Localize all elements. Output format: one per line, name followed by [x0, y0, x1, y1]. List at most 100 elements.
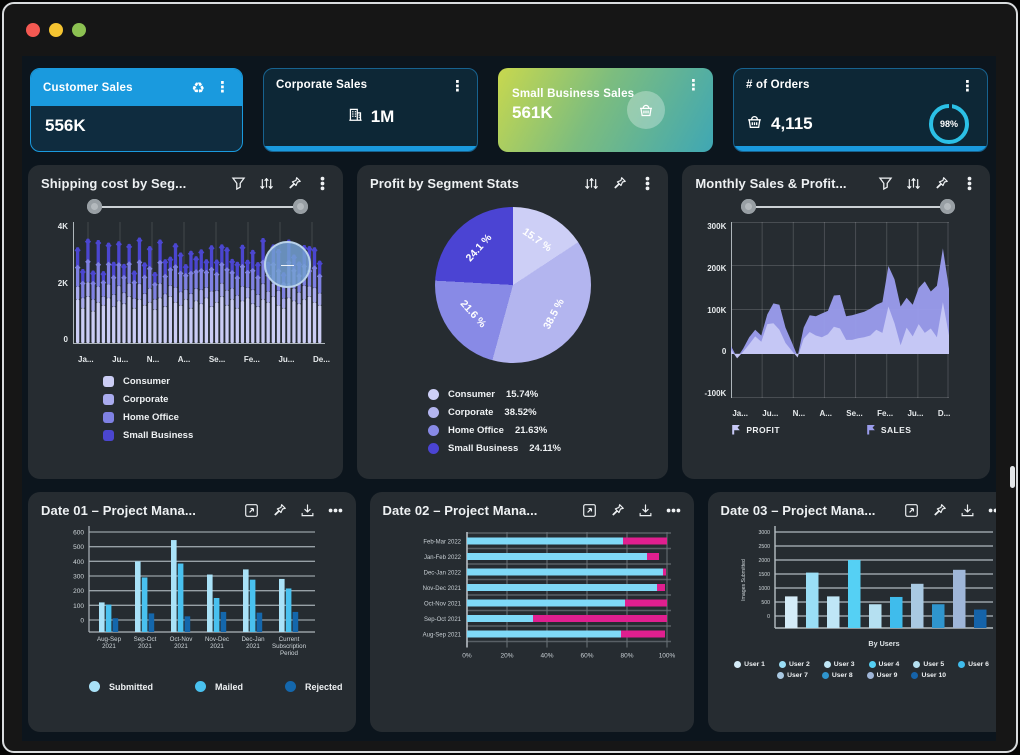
pin-icon[interactable]	[272, 503, 287, 518]
legend-label: Home Office	[123, 412, 179, 423]
kebab-menu-button[interactable]: ⋮	[450, 78, 465, 95]
expand-icon[interactable]	[904, 503, 919, 518]
panel-date02: Date 02 – Project Mana... Feb-Mar 2022 Ja…	[369, 492, 694, 732]
legend-item[interactable]: Consumer 15.74%	[428, 389, 655, 400]
sliders-icon[interactable]	[584, 176, 599, 191]
svg-text:0: 0	[80, 618, 84, 625]
ellipsis-icon[interactable]	[328, 503, 343, 518]
legend-item[interactable]: Corporate 38.52%	[428, 407, 655, 418]
range-handle-left[interactable]	[87, 199, 102, 214]
legend-swatch	[777, 672, 785, 679]
legend-item[interactable]: User 10	[911, 672, 946, 679]
download-icon[interactable]	[960, 503, 975, 518]
legend-item[interactable]: User 5	[913, 661, 944, 668]
legend-item[interactable]: Rejected	[285, 681, 343, 692]
legend-item[interactable]: Mailed	[195, 681, 243, 692]
expand-icon[interactable]	[244, 503, 259, 518]
panel-title: Monthly Sales & Profit...	[695, 176, 847, 191]
filter-icon[interactable]	[878, 176, 893, 191]
legend-item[interactable]: Consumer	[103, 376, 330, 387]
card-value: 556K	[45, 116, 86, 135]
x-tick: Fe...	[877, 409, 894, 418]
svg-text:Images Submitted: Images Submitted	[741, 559, 747, 601]
kebab-icon[interactable]	[315, 176, 330, 191]
pin-icon[interactable]	[612, 176, 627, 191]
kebab-menu-button[interactable]: ⋮	[960, 78, 975, 95]
date02-chart[interactable]: Feb-Mar 2022 Jan-Feb 2022 Dec-Jan 2022 Nov-…	[393, 532, 681, 675]
legend-swatch	[428, 407, 439, 418]
x-tick: Ju...	[907, 409, 924, 418]
legend-swatch	[103, 430, 114, 441]
card-value: 1M	[370, 106, 395, 126]
close-window-button[interactable]	[26, 23, 40, 37]
ellipsis-icon[interactable]	[666, 503, 681, 518]
recycle-icon: ♻	[191, 79, 205, 97]
profit-pie-chart[interactable]	[434, 207, 591, 363]
kebab-icon[interactable]	[962, 176, 977, 191]
card-title: Small Business Sales	[512, 88, 635, 100]
range-handle-right[interactable]	[939, 199, 955, 214]
kebab-menu-button[interactable]: ⋮	[215, 79, 230, 96]
svg-text:100: 100	[73, 603, 84, 610]
expand-icon[interactable]	[582, 503, 597, 518]
monthly-sales-profit-chart[interactable]	[730, 222, 950, 403]
kebab-menu-button[interactable]: ⋮	[686, 77, 701, 94]
range-slider	[741, 199, 955, 214]
pin-icon[interactable]	[287, 176, 302, 191]
legend-item[interactable]: Small Business	[103, 430, 330, 441]
panel-title: Shipping cost by Seg...	[41, 176, 187, 191]
pin-icon[interactable]	[610, 503, 625, 518]
card-title: # of Orders	[746, 79, 810, 91]
pin-icon[interactable]	[932, 503, 947, 518]
zoom-out-button[interactable]: —	[264, 241, 311, 288]
pie-area: 15.7 % 38.5 % 21.6 % 24.1 %	[434, 207, 591, 363]
kebab-icon[interactable]	[640, 176, 655, 191]
legend-swatch	[428, 425, 439, 436]
shipping-cost-chart[interactable]	[73, 222, 325, 349]
legend-label: Rejected	[305, 681, 343, 692]
y-tick: 4K	[57, 222, 68, 231]
ellipsis-icon[interactable]	[988, 503, 996, 518]
svg-text:1500: 1500	[758, 572, 770, 578]
date01-chart[interactable]: 0 100 200 300 400 500 600 Aug-Sep 2021 Sep-Oct 202…	[55, 524, 343, 677]
filter-icon[interactable]	[231, 176, 246, 191]
pin-icon[interactable]	[934, 176, 949, 191]
maximize-window-button[interactable]	[72, 23, 86, 37]
legend-item[interactable]: PROFIT	[731, 424, 780, 435]
legend-item[interactable]: Submitted	[89, 681, 153, 692]
x-tick: D...	[937, 409, 951, 418]
scrollbar-thumb[interactable]	[1010, 466, 1015, 488]
download-icon[interactable]	[300, 503, 315, 518]
legend-label: User 6	[968, 661, 989, 668]
legend-item[interactable]: SALES	[866, 424, 911, 435]
titlebar	[4, 4, 1016, 56]
legend-item[interactable]: Small Business 24.11%	[428, 443, 655, 454]
x-tick: Ja...	[78, 355, 94, 364]
legend-item[interactable]: User 4	[868, 661, 899, 668]
minimize-window-button[interactable]	[49, 23, 63, 37]
date03-chart[interactable]: 3000 2500 2000 1500 1000 500 0 Images Submitted…	[735, 524, 996, 659]
range-handle-left[interactable]	[741, 199, 757, 214]
svg-text:2500: 2500	[758, 544, 770, 550]
sliders-icon[interactable]	[906, 176, 921, 191]
legend-item[interactable]: User 1	[734, 661, 765, 668]
legend-item[interactable]: User 2	[778, 661, 810, 668]
legend-item[interactable]: Home Office	[103, 412, 330, 423]
y-tick: 100K	[707, 305, 727, 315]
chart-legend: Submitted Mailed Rejected	[89, 681, 343, 692]
legend-item[interactable]: Corporate	[103, 394, 330, 405]
legend-swatch	[428, 389, 439, 400]
legend-item[interactable]: User 8	[821, 672, 853, 679]
legend-item[interactable]: User 9	[866, 672, 897, 679]
legend-item[interactable]: User 6	[958, 661, 989, 668]
chart-legend: User 1 User 2 User 3 User 4 User 5 User 6 User…	[721, 661, 996, 679]
legend-item[interactable]: User 3	[823, 661, 855, 668]
legend-item[interactable]: Home Office 21.63%	[428, 425, 655, 436]
legend-swatch	[428, 443, 439, 454]
legend-item[interactable]: User 7	[777, 672, 808, 679]
range-handle-right[interactable]	[293, 199, 308, 214]
download-icon[interactable]	[638, 503, 653, 518]
sliders-icon[interactable]	[259, 176, 274, 191]
